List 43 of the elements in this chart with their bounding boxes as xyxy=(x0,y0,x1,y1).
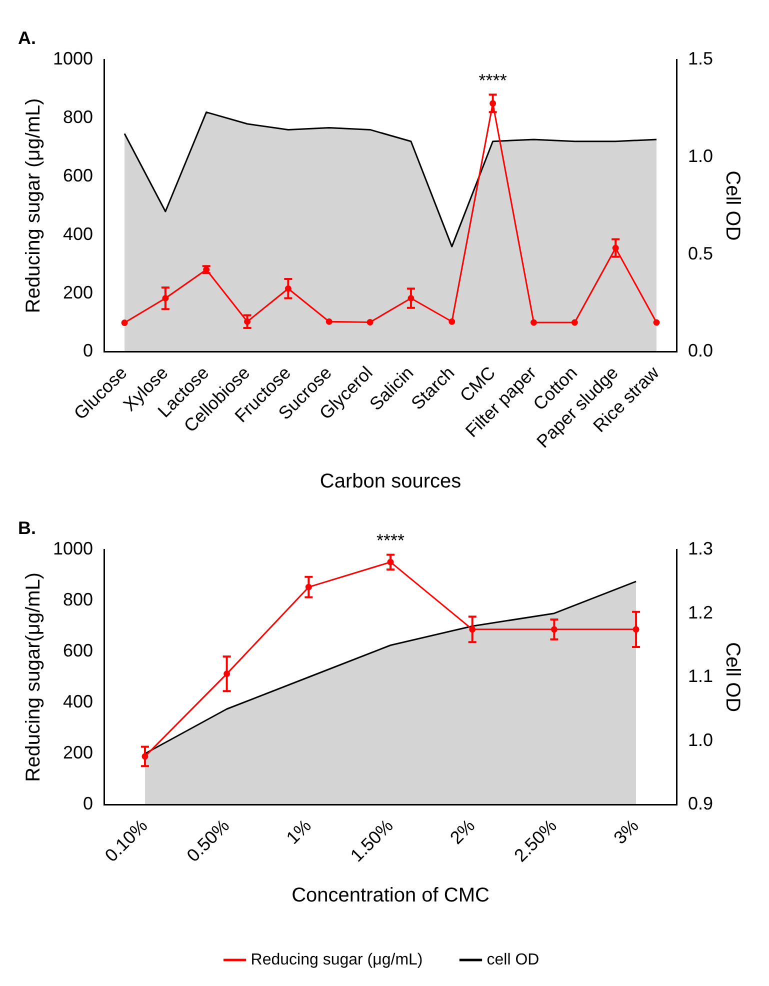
y-tick-label: 200 xyxy=(62,282,94,302)
y-axis-title: Reducing sugar(μg/mL) xyxy=(22,572,45,782)
y2-axis-title: Cell OD xyxy=(721,170,744,241)
x-tick-label: 2% xyxy=(446,815,479,848)
x-tick-label: 3% xyxy=(610,815,642,848)
y-tick-label: 0 xyxy=(83,340,94,361)
y-axis-title: Reducing sugar (μg/mL) xyxy=(22,98,45,314)
y-tick-label: 600 xyxy=(62,640,94,661)
point xyxy=(653,319,660,326)
point xyxy=(530,319,537,326)
chart-title: A. xyxy=(18,28,36,48)
x-axis-title: Concentration of CMC xyxy=(292,884,490,907)
point xyxy=(571,319,578,326)
y-tick-label: 400 xyxy=(62,224,94,244)
annotation: **** xyxy=(478,70,507,91)
y2-tick-label: 0.5 xyxy=(688,243,714,264)
y-tick-label: 1000 xyxy=(52,538,94,559)
y-tick-label: 600 xyxy=(62,165,94,186)
legend-label: Reducing sugar (μg/mL) xyxy=(250,951,423,968)
y2-tick-label: 1.0 xyxy=(688,146,714,166)
x-tick-label: 1% xyxy=(282,815,316,848)
y2-tick-label: 1.2 xyxy=(688,602,714,622)
x-axis-title: Carbon sources xyxy=(320,470,462,493)
annotation: **** xyxy=(376,530,405,551)
y-tick-label: 0 xyxy=(83,794,94,814)
point xyxy=(326,318,332,325)
y-tick-label: 800 xyxy=(62,106,94,127)
chart-title: B. xyxy=(18,518,36,538)
point xyxy=(121,320,128,326)
y2-tick-label: 0.0 xyxy=(688,340,714,361)
legend-label: cell OD xyxy=(486,951,540,968)
y2-tick-label: 0.9 xyxy=(688,794,714,814)
y2-tick-label: 1.3 xyxy=(688,538,714,559)
point xyxy=(448,318,456,325)
y2-tick-label: 1.5 xyxy=(688,48,714,69)
y-tick-label: 800 xyxy=(62,590,94,610)
y-tick-label: 1000 xyxy=(52,48,94,69)
point xyxy=(366,318,374,326)
y2-tick-label: 1.1 xyxy=(688,666,714,686)
y-tick-label: 200 xyxy=(62,742,94,763)
y2-tick-label: 1.0 xyxy=(688,730,714,750)
y2-axis-title: Cell OD xyxy=(721,642,744,712)
y-tick-label: 400 xyxy=(62,692,94,712)
